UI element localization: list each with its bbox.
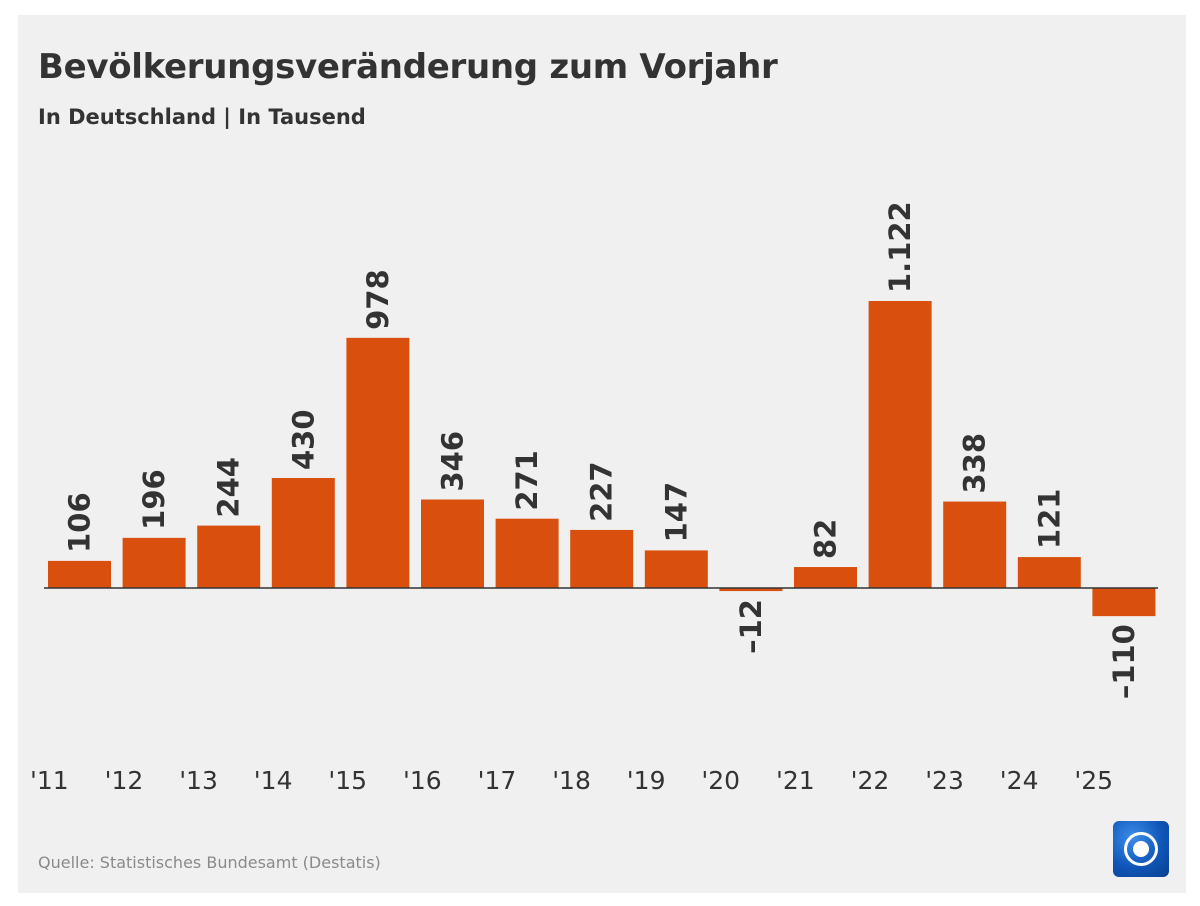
bar-17 <box>495 518 559 588</box>
bar-18 <box>570 529 634 588</box>
chart-card: Bevölkerungsveränderung zum Vorjahr In D… <box>18 15 1186 893</box>
value-label: 147 <box>659 482 693 543</box>
x-tick-label: '15 <box>328 766 367 795</box>
value-label: –12 <box>734 599 768 654</box>
bar-22 <box>868 301 932 588</box>
value-label: 978 <box>361 269 395 330</box>
x-tick-group: '11 '12 '13 '14 '15 '16 '17 '18 '19 '20 '21 '22 '23 '… <box>30 766 1113 795</box>
bar-14 <box>271 478 335 588</box>
x-tick-label: '22 <box>851 766 890 795</box>
value-label: 338 <box>958 433 992 494</box>
x-tick-label: '25 <box>1074 766 1113 795</box>
bar-group <box>48 301 1156 617</box>
x-tick-label: '14 <box>254 766 293 795</box>
bar-chart: 106 196 244 430 978 346 271 227 147 –12 82 1.122 338… <box>30 201 1158 795</box>
x-tick-label: '16 <box>403 766 442 795</box>
bar-13 <box>197 525 261 588</box>
value-label: 430 <box>286 409 320 470</box>
value-label: 121 <box>1032 489 1066 550</box>
x-tick-label: '17 <box>478 766 517 795</box>
source-note: Quelle: Statistisches Bundesamt (Destati… <box>38 853 381 872</box>
bar-24 <box>1017 557 1081 588</box>
bar-20 <box>719 588 783 592</box>
x-tick-label: '21 <box>776 766 815 795</box>
value-label: 346 <box>436 431 470 492</box>
bar-19 <box>644 550 708 588</box>
x-tick-label: '18 <box>552 766 591 795</box>
value-label: 1.122 <box>883 201 917 293</box>
value-label: 82 <box>809 519 843 559</box>
bar-15 <box>346 337 410 588</box>
value-label: 196 <box>137 469 171 530</box>
x-tick-label: '11 <box>30 766 69 795</box>
chart-subtitle: In Deutschland | In Tausend <box>38 105 366 129</box>
x-tick-label: '20 <box>701 766 740 795</box>
bar-21 <box>794 567 857 588</box>
value-label: 271 <box>510 450 544 511</box>
value-label: 244 <box>212 457 246 518</box>
tagesschau-logo-icon <box>1113 821 1169 877</box>
bar-25 <box>1092 588 1156 617</box>
x-tick-label: '24 <box>1000 766 1039 795</box>
value-label-group: 106 196 244 430 978 346 271 227 147 –12 82 1.122 338… <box>63 201 1141 699</box>
bar-12 <box>122 537 186 588</box>
bar-23 <box>943 501 1007 588</box>
x-tick-label: '23 <box>925 766 964 795</box>
x-tick-label: '12 <box>105 766 144 795</box>
bar-16 <box>421 499 484 588</box>
value-label: –110 <box>1107 624 1141 699</box>
value-label: 227 <box>585 461 619 522</box>
bar-11 <box>48 560 111 588</box>
x-tick-label: '19 <box>627 766 666 795</box>
value-label: 106 <box>63 492 97 553</box>
chart-title: Bevölkerungsveränderung zum Vorjahr <box>38 47 778 87</box>
x-tick-label: '13 <box>179 766 218 795</box>
